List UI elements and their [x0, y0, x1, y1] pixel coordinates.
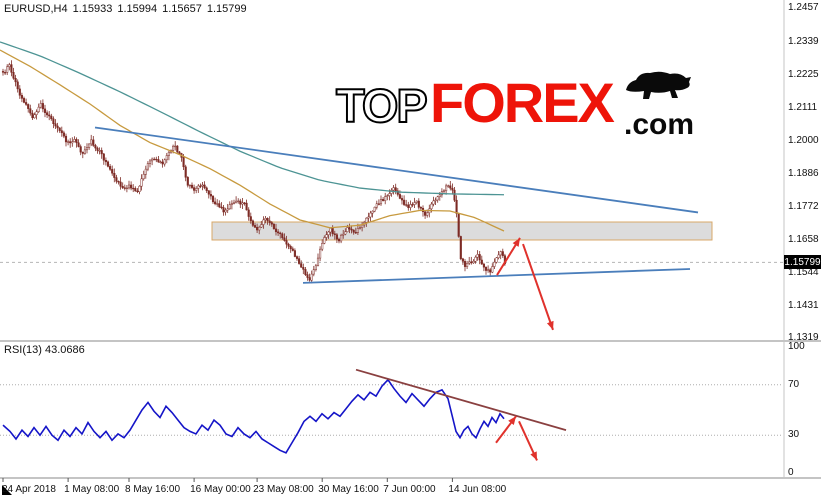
- topforex-logo: TOP FOREX .com: [335, 71, 694, 141]
- resistance-zone[interactable]: [211, 221, 713, 241]
- rsi-tick-label: 70: [788, 378, 800, 390]
- panel-splitter-rsi-axis[interactable]: [0, 476, 821, 480]
- ma-slow-line: [0, 41, 505, 196]
- panel-separators: [0, 0, 821, 482]
- price-tick-label: 1.1544: [788, 266, 819, 278]
- time-tick-label: 8 May 16:00: [125, 484, 181, 495]
- logo-text-forex: FOREX: [430, 71, 615, 134]
- time-tick-label: 30 May 16:00: [318, 484, 379, 495]
- logo-text-com: .com: [624, 108, 694, 140]
- scroll-marker-icon[interactable]: [2, 485, 12, 495]
- rsi-tick-label: 30: [788, 429, 800, 441]
- rsi-indicator-label: RSI(13) 43.0686: [4, 344, 85, 356]
- price-tick-label: 1.2225: [788, 69, 819, 81]
- bear-icon: [626, 71, 691, 99]
- symbol-ohlc-header: EURUSD,H4 1.15933 1.15994 1.15657 1.15799: [4, 3, 252, 15]
- rsi-tick-label: 0: [788, 467, 794, 478]
- rsi-forecast-arrows[interactable]: [495, 415, 538, 461]
- current-price-value: 1.15799: [784, 256, 821, 268]
- logo-text-top: TOP: [336, 79, 426, 132]
- low-value: 1.15657: [162, 3, 202, 15]
- rsi-line: [2, 378, 505, 454]
- time-tick-label: 7 Jun 00:00: [383, 484, 436, 495]
- price-tick-label: 1.1319: [788, 332, 819, 343]
- lower-support-trendline[interactable]: [302, 268, 691, 284]
- rsi-trendline[interactable]: [355, 368, 567, 432]
- upper-resistance-trendline[interactable]: [94, 126, 699, 214]
- price-tick-label: 1.2111: [788, 102, 818, 114]
- price-tick-label: 1.2000: [788, 134, 819, 146]
- price-tick-label: 1.1886: [788, 167, 819, 179]
- current-price-label: 1.15799: [784, 255, 821, 270]
- candles-layer: [1, 60, 506, 284]
- ma-fast-line: [0, 49, 505, 232]
- time-tick-label: 23 May 08:00: [253, 484, 314, 495]
- time-tick-label: 1 May 08:00: [64, 484, 120, 495]
- high-value: 1.15994: [117, 3, 158, 15]
- time-tick-label: 16 May 00:00: [190, 484, 251, 495]
- price-tick-label: 1.1658: [788, 233, 819, 245]
- symbol-timeframe-label: EURUSD,H4: [4, 3, 68, 15]
- close-value: 1.15799: [206, 3, 247, 15]
- price-tick-label: 1.1772: [788, 200, 819, 212]
- open-value: 1.15933: [72, 3, 113, 15]
- rsi-tick-label: 100: [788, 341, 805, 352]
- price-tick-label: 1.2457: [788, 2, 819, 13]
- price-tick-label: 1.1431: [788, 299, 819, 311]
- panel-splitter-main-rsi[interactable]: [0, 339, 821, 343]
- time-tick-label: 24 Apr 2018: [2, 484, 56, 495]
- watermark-logo: TOP FOREX .com: [334, 64, 714, 145]
- forecast-arrows[interactable]: [496, 237, 554, 331]
- price-tick-label: 1.2339: [788, 36, 819, 48]
- rsi-level-lines: [0, 384, 783, 436]
- time-tick-label: 14 Jun 08:00: [448, 484, 507, 495]
